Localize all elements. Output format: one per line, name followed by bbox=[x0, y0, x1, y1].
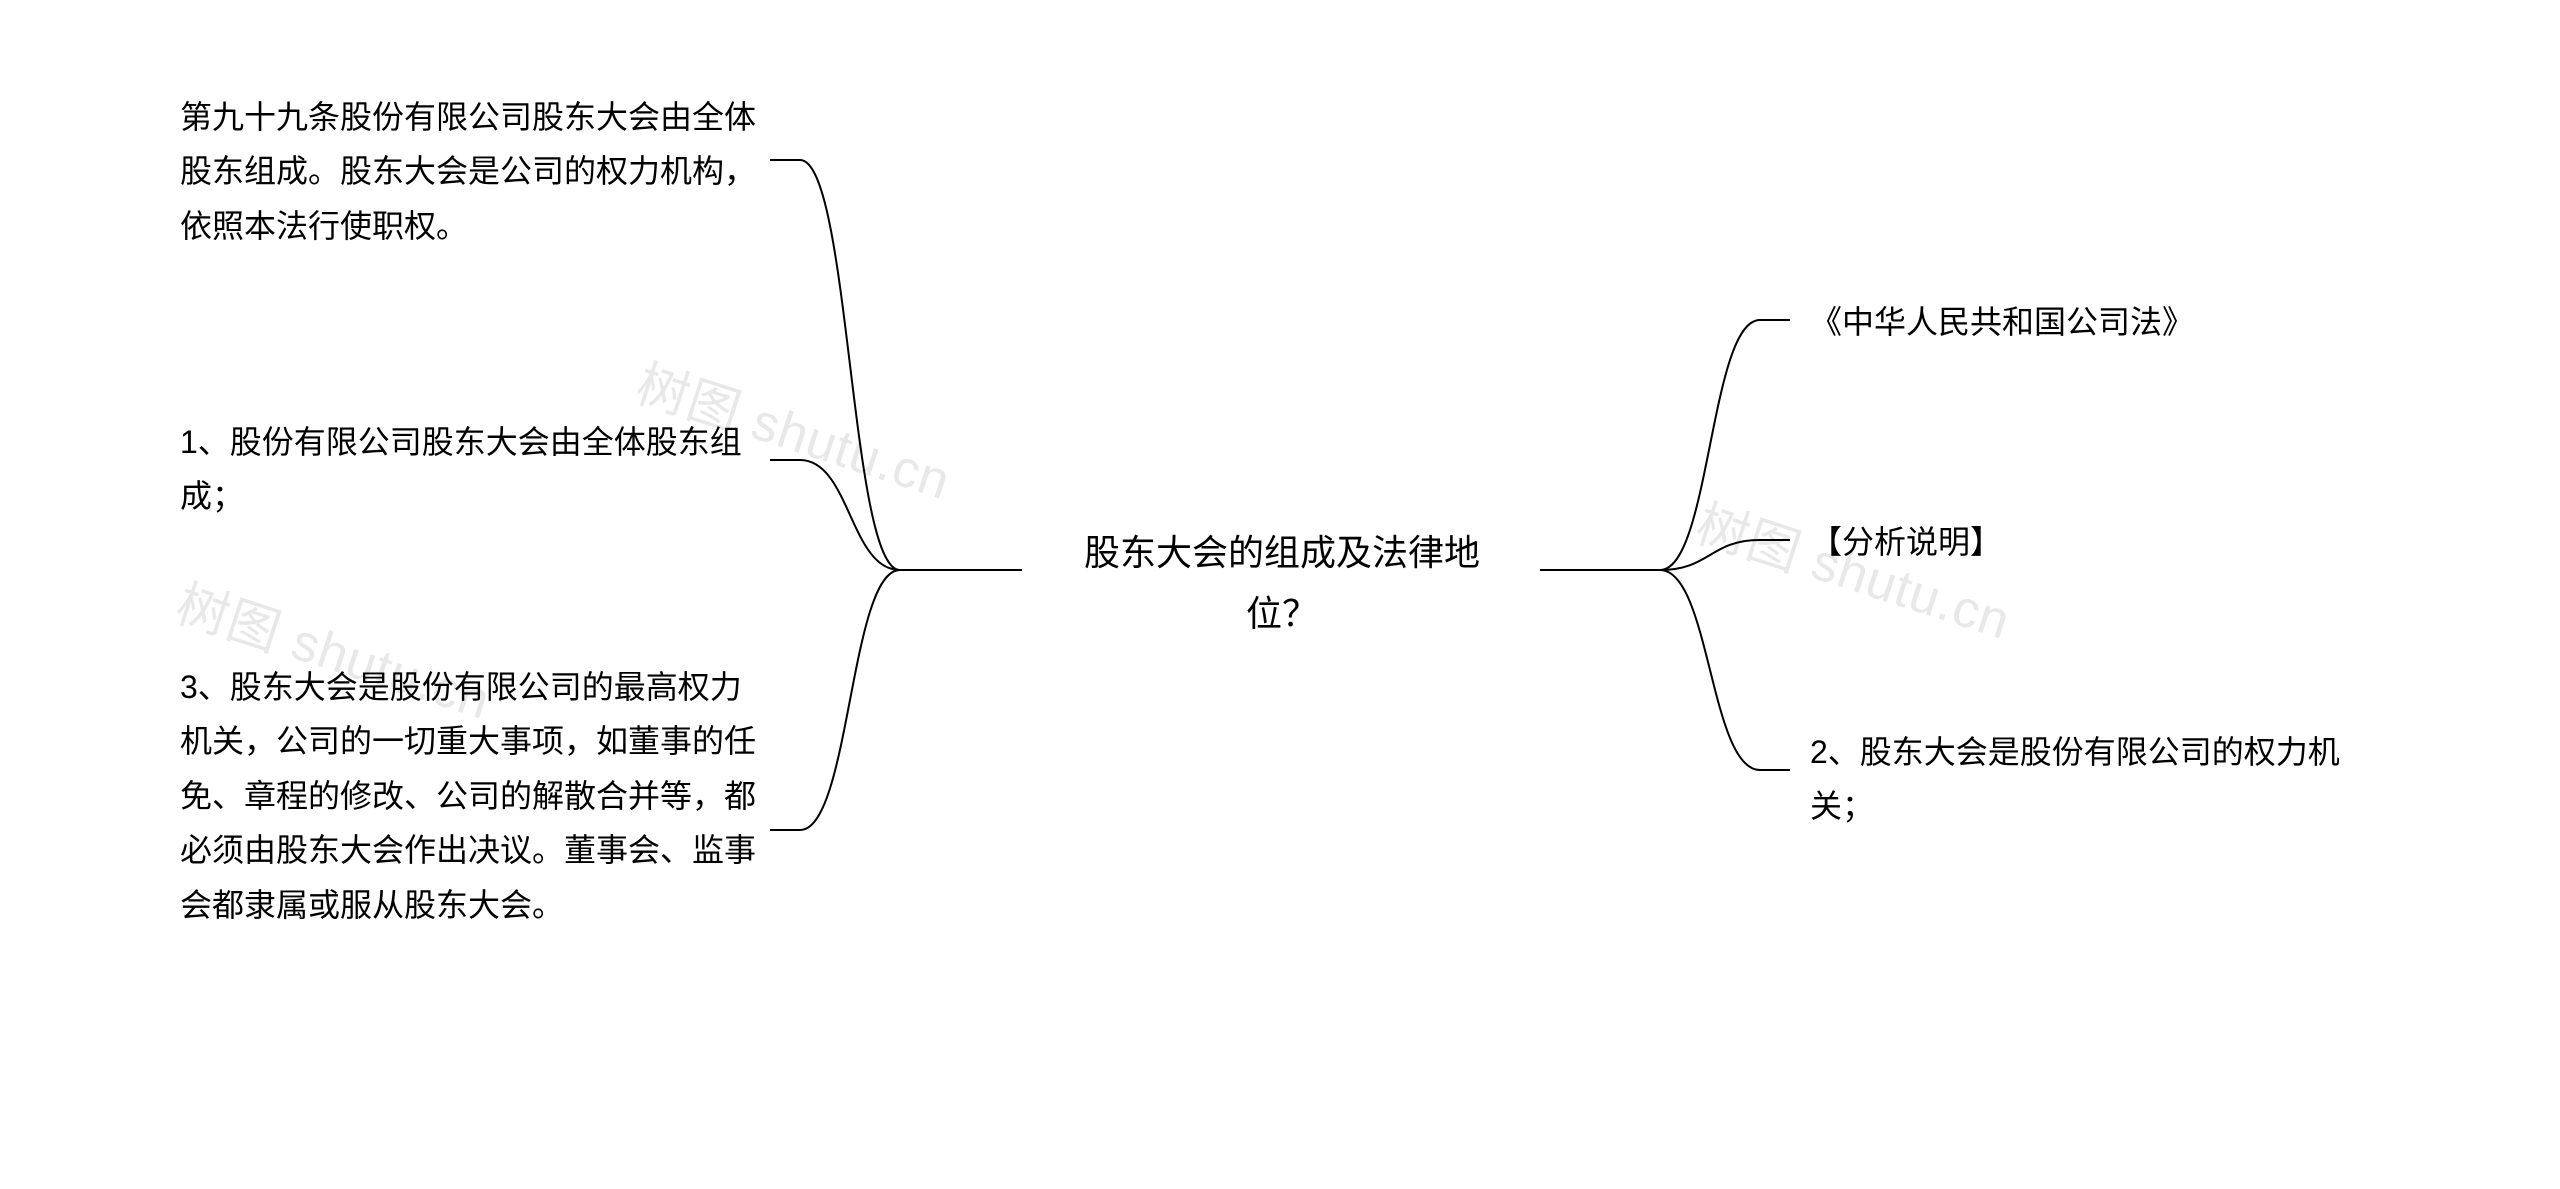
right-node-1-text: 【分析说明】 bbox=[1810, 524, 2002, 560]
left-node-1-text: 1、股份有限公司股东大会由全体股东组成； bbox=[180, 424, 742, 514]
left-node-2-text: 3、股东大会是股份有限公司的最高权力机关，公司的一切重大事项，如董事的任免、章程… bbox=[180, 669, 756, 923]
center-title-line2: 位？ bbox=[1022, 583, 1542, 644]
right-node-2-text: 2、股东大会是股份有限公司的权力机关； bbox=[1810, 734, 2340, 824]
left-node-2: 3、股东大会是股份有限公司的最高权力机关，公司的一切重大事项，如董事的任免、章程… bbox=[180, 660, 760, 932]
content-layer: 股东大会的组成及法律地 位？ 第九十九条股份有限公司股东大会由全体股东组成。股东… bbox=[0, 0, 2560, 1189]
right-node-0-text: 《中华人民共和国公司法》 bbox=[1810, 304, 2194, 340]
left-node-0-text: 第九十九条股份有限公司股东大会由全体股东组成。股东大会是公司的权力机构，依照本法… bbox=[180, 99, 756, 244]
right-node-1: 【分析说明】 bbox=[1810, 515, 2370, 569]
left-node-1: 1、股份有限公司股东大会由全体股东组成； bbox=[180, 415, 760, 524]
mindmap-canvas: 树图 shutu.cn 树图 shutu.cn 树图 shutu.cn bbox=[0, 0, 2560, 1189]
right-node-0: 《中华人民共和国公司法》 bbox=[1810, 295, 2370, 349]
center-title-line1: 股东大会的组成及法律地 bbox=[1022, 522, 1542, 583]
center-node: 股东大会的组成及法律地 位？ bbox=[1022, 522, 1542, 644]
left-node-0: 第九十九条股份有限公司股东大会由全体股东组成。股东大会是公司的权力机构，依照本法… bbox=[180, 90, 760, 253]
right-node-2: 2、股东大会是股份有限公司的权力机关； bbox=[1810, 725, 2370, 834]
